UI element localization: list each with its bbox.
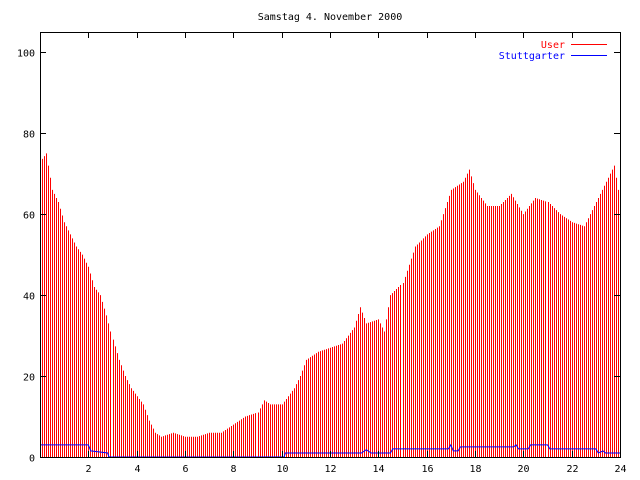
y-tick-label: 20 bbox=[23, 373, 35, 384]
x-tick-label: 4 bbox=[134, 464, 140, 475]
y-tick-label: 80 bbox=[23, 130, 35, 141]
x-tick-label: 10 bbox=[276, 464, 288, 475]
x-tick-label: 8 bbox=[230, 464, 236, 475]
x-tick-label: 2 bbox=[85, 464, 91, 475]
x-tick-label: 24 bbox=[614, 464, 626, 475]
x-tick-label: 18 bbox=[469, 464, 481, 475]
legend-label: User bbox=[541, 40, 565, 51]
y-tick-label: 100 bbox=[17, 49, 35, 60]
y-tick-label: 0 bbox=[29, 454, 35, 465]
y-tick-label: 40 bbox=[23, 292, 35, 303]
legend-label: Stuttgarter bbox=[499, 51, 565, 62]
x-tick-label: 16 bbox=[421, 464, 433, 475]
user-bars bbox=[40, 153, 621, 457]
y-tick-label: 60 bbox=[23, 211, 35, 222]
x-tick-label: 22 bbox=[566, 464, 578, 475]
x-tick-label: 20 bbox=[517, 464, 529, 475]
chart-title: Samstag 4. November 2000 bbox=[258, 12, 403, 23]
x-tick-label: 14 bbox=[372, 464, 384, 475]
x-tick-label: 12 bbox=[324, 464, 336, 475]
x-tick-label: 6 bbox=[182, 464, 188, 475]
